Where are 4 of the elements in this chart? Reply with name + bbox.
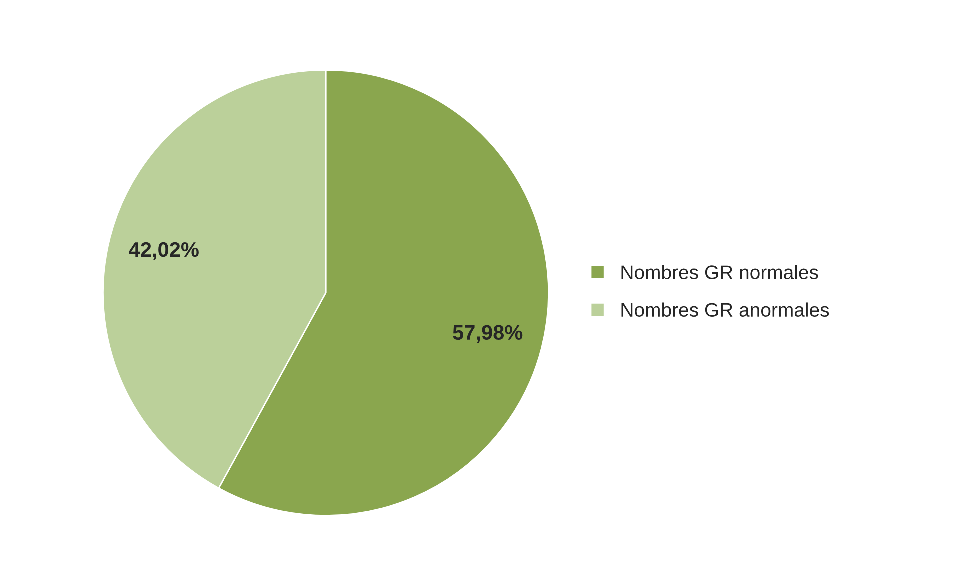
data-label: 42,02%	[129, 242, 199, 260]
legend-label: Nombres GR anormales	[622, 302, 830, 318]
legend-label: Nombres GR normales	[622, 265, 818, 280]
data-label: 57,98%	[453, 325, 523, 344]
